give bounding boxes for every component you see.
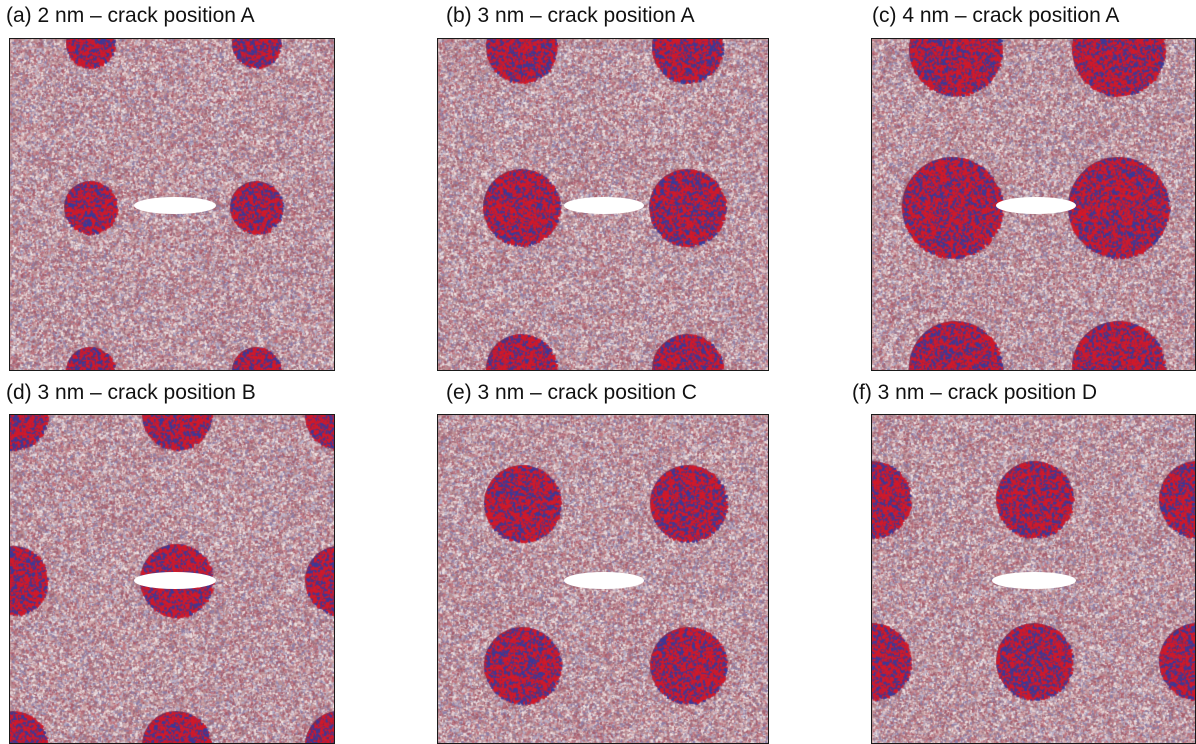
crack [134, 197, 216, 214]
simulation-snapshot [437, 38, 769, 371]
crack [564, 572, 644, 589]
crack [134, 572, 216, 589]
panel-caption: (c) 4 nm – crack position A [872, 4, 1120, 27]
panel-caption: (d) 3 nm – crack position B [6, 381, 256, 404]
crack [992, 572, 1076, 589]
simulation-snapshot [871, 38, 1196, 371]
simulation-snapshot [437, 414, 769, 744]
crack [996, 197, 1076, 214]
simulation-snapshot [9, 414, 335, 744]
crack [564, 197, 644, 214]
panel-caption: (b) 3 nm – crack position A [446, 4, 695, 27]
simulation-snapshot [871, 414, 1196, 744]
panel-caption: (a) 2 nm – crack position A [6, 4, 255, 27]
panel-caption: (e) 3 nm – crack position C [446, 381, 697, 404]
panel-caption: (f) 3 nm – crack position D [852, 381, 1098, 404]
simulation-snapshot [9, 38, 335, 371]
